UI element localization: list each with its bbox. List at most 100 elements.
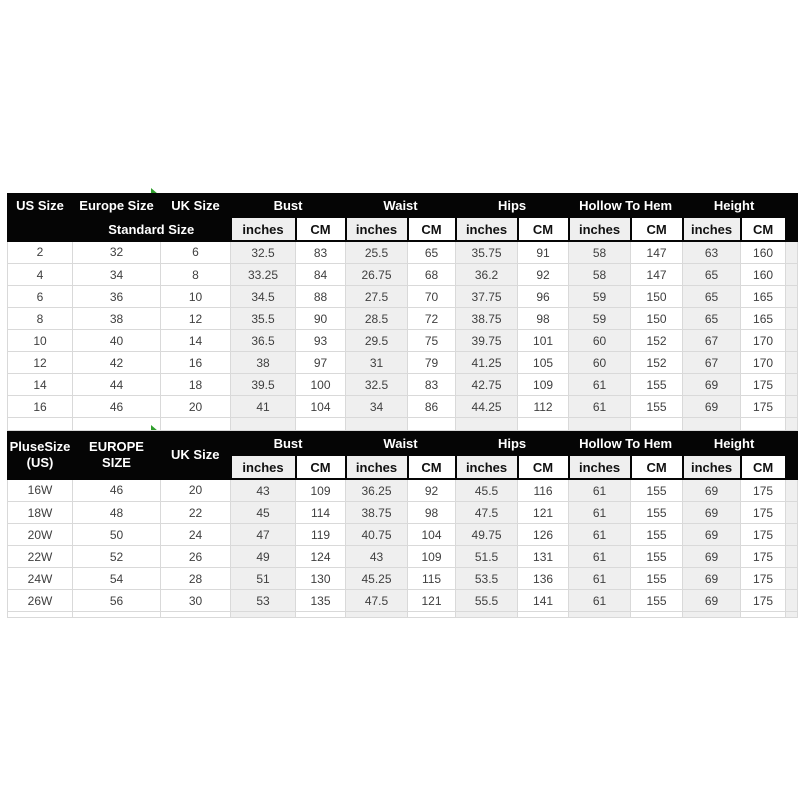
cell: 44.25 (455, 395, 519, 418)
cell: 18 (160, 373, 231, 396)
cell: 35.5 (230, 307, 296, 330)
cell: 97 (294, 351, 347, 374)
cell: 130 (294, 567, 347, 590)
unit-header-cm: CM (406, 454, 457, 480)
cell: 150 (630, 285, 684, 308)
cell: 121 (517, 501, 570, 524)
unit-header-inches: inches (567, 454, 632, 480)
table-row: 24W 54 28 51 130 45.25 115 53.5 136 61 155 69 175 (7, 567, 799, 590)
cell: 100 (294, 373, 347, 396)
cell: 47 (230, 523, 296, 546)
table-row: 8 38 12 35.5 90 28.5 72 38.75 98 59 150 65 165 (7, 307, 799, 330)
cell: 16 (160, 351, 231, 374)
unit-header-cm: CM (739, 216, 787, 242)
cell: 92 (517, 263, 570, 286)
cell: 160 (740, 263, 787, 286)
cell: 10 (7, 329, 73, 352)
cell: 58 (568, 240, 632, 264)
unit-header-cm: CM (629, 216, 684, 242)
cell: 31 (345, 351, 409, 374)
cell: 75 (407, 329, 457, 352)
cell: 147 (630, 263, 684, 286)
cell: 36.2 (455, 263, 519, 286)
unit-header-inches: inches (229, 454, 297, 480)
edge-filler-cell (785, 351, 799, 374)
cell: 91 (517, 240, 570, 264)
group-header-waist: Waist (345, 431, 457, 456)
cell: 109 (294, 478, 347, 502)
unit-header-cm: CM (629, 454, 684, 480)
cell: 69 (682, 523, 742, 546)
cell: 69 (682, 567, 742, 590)
table-row: 12 42 16 38 97 31 79 41.25 105 60 152 67 170 (7, 351, 799, 374)
cell: 155 (630, 589, 684, 612)
cell: 175 (740, 501, 787, 524)
cell: 155 (630, 567, 684, 590)
group-header-height: Height (682, 193, 787, 218)
cell: 20W (7, 523, 73, 546)
cell: 175 (740, 373, 787, 396)
cell: 104 (294, 395, 347, 418)
cell: 70 (407, 285, 457, 308)
plus-size-table: PluseSize (US) EUROPE SIZE UK Size Bust … (7, 431, 799, 618)
cell: 42.75 (455, 373, 519, 396)
cell: 98 (517, 307, 570, 330)
col-header-plus-size-us: PluseSize (US) (7, 431, 73, 480)
cell: 65 (682, 307, 742, 330)
cell: 49 (230, 545, 296, 568)
plus-size-spacer (7, 611, 799, 618)
cell: 53 (230, 589, 296, 612)
cell: 38.75 (455, 307, 519, 330)
group-header-waist: Waist (345, 193, 457, 218)
unit-header-cm: CM (406, 216, 457, 242)
cell: 12 (7, 351, 73, 374)
cell: 175 (740, 567, 787, 590)
cell: 41 (230, 395, 296, 418)
edge-filler-cell (785, 373, 799, 396)
cell: 121 (407, 589, 457, 612)
cell: 49.75 (455, 523, 519, 546)
cell: 2 (7, 240, 73, 264)
cell: 35.75 (455, 240, 519, 264)
edge-filler-cell (785, 263, 799, 286)
cell: 155 (630, 395, 684, 418)
cell: 4 (7, 263, 73, 286)
cell: 26.75 (345, 263, 409, 286)
plus-size-rows: 16W 46 20 43 109 36.25 92 45.5 116 61 155 69 175 18W 4… (7, 478, 799, 612)
cell: 61 (568, 567, 632, 590)
cell: 124 (294, 545, 347, 568)
cell: 83 (407, 373, 457, 396)
cell: 10 (160, 285, 231, 308)
cell: 67 (682, 351, 742, 374)
cell: 155 (630, 373, 684, 396)
cell: 16W (7, 478, 73, 502)
cell: 119 (294, 523, 347, 546)
cell: 25.5 (345, 240, 409, 264)
cell: 115 (407, 567, 457, 590)
cell: 155 (630, 478, 684, 502)
cell: 175 (740, 395, 787, 418)
cell: 36.5 (230, 329, 296, 352)
cell: 84 (294, 263, 347, 286)
group-header-bust: Bust (229, 193, 347, 218)
cell: 61 (568, 501, 632, 524)
cell: 104 (407, 523, 457, 546)
cell: 39.5 (230, 373, 296, 396)
table-row: 22W 52 26 49 124 43 109 51.5 131 61 155 69 175 (7, 545, 799, 568)
cell: 36 (72, 285, 161, 308)
cell: 61 (568, 545, 632, 568)
cell: 116 (517, 478, 570, 502)
cell: 135 (294, 589, 347, 612)
unit-header-cm: CM (294, 216, 347, 242)
cell: 175 (740, 478, 787, 502)
cell: 14 (7, 373, 73, 396)
cell: 24 (160, 523, 231, 546)
cell: 51 (230, 567, 296, 590)
cell: 69 (682, 501, 742, 524)
cell: 152 (630, 351, 684, 374)
cell: 63 (682, 240, 742, 264)
cell: 34 (72, 263, 161, 286)
cell: 37.75 (455, 285, 519, 308)
cell: 79 (407, 351, 457, 374)
cell: 155 (630, 545, 684, 568)
